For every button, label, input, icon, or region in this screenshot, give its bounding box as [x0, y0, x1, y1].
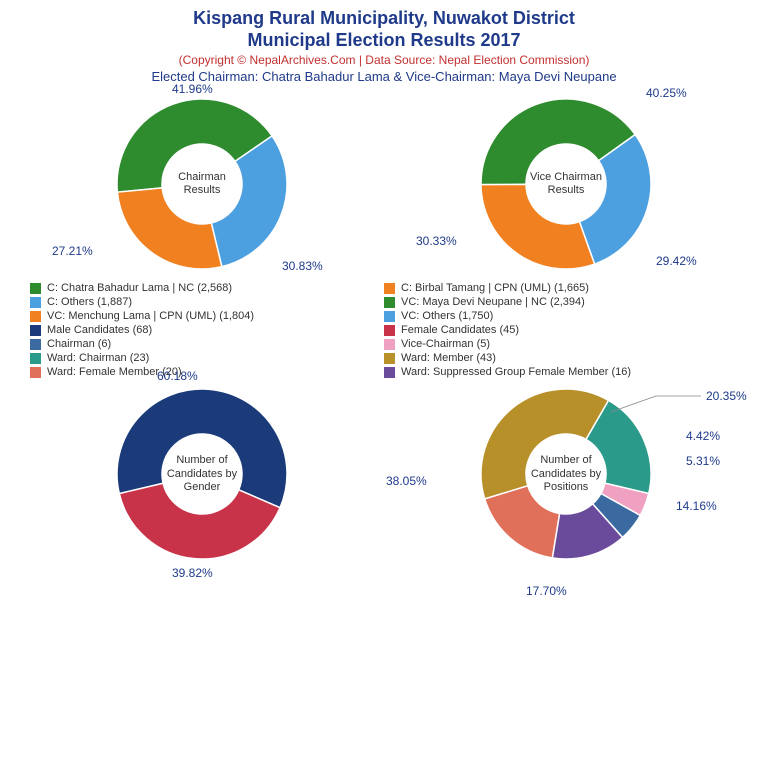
- vice-chairman-chart-wrap: Vice Chairman Results 40.25%29.42%30.33%: [396, 94, 736, 274]
- pct-label: 39.82%: [172, 566, 213, 580]
- legend-right-col: C: Birbal Tamang | CPN (UML) (1,665) VC: …: [384, 280, 738, 380]
- copyright: (Copyright © NepalArchives.Com | Data So…: [0, 53, 768, 67]
- legend-item: Vice-Chairman (5): [384, 338, 738, 350]
- pct-label: 30.33%: [416, 234, 457, 248]
- elected-line: Elected Chairman: Chatra Bahadur Lama & …: [0, 69, 768, 84]
- legend-swatch: [384, 283, 395, 294]
- gender-donut: Number of Candidates by Gender: [112, 384, 292, 564]
- legend-text: Vice-Chairman (5): [401, 338, 490, 350]
- legend-text: Ward: Member (43): [401, 352, 496, 364]
- chairman-chart-wrap: Chairman Results 41.96%30.83%27.21%: [32, 94, 372, 274]
- legend-swatch: [384, 339, 395, 350]
- pct-label: 41.96%: [172, 82, 213, 96]
- legend-left-col: C: Chatra Bahadur Lama | NC (2,568) C: Ot…: [30, 280, 384, 380]
- pct-label: 40.25%: [646, 86, 687, 100]
- legend-text: VC: Menchung Lama | CPN (UML) (1,804): [47, 310, 254, 322]
- legend-swatch: [30, 283, 41, 294]
- positions-donut: Number of Candidates by Positions: [476, 384, 656, 564]
- legend-item: Female Candidates (45): [384, 324, 738, 336]
- legend-item: Ward: Suppressed Group Female Member (16…: [384, 366, 738, 378]
- gender-center-label: Number of Candidates by Gender: [162, 434, 242, 514]
- legend-item: C: Chatra Bahadur Lama | NC (2,568): [30, 282, 384, 294]
- legend-swatch: [384, 297, 395, 308]
- legend-item: C: Others (1,887): [30, 296, 384, 308]
- legend-text: Male Candidates (68): [47, 324, 152, 336]
- chairman-donut: Chairman Results: [112, 94, 292, 274]
- legend-swatch: [384, 325, 395, 336]
- legend-text: C: Others (1,887): [47, 296, 132, 308]
- legend-swatch: [30, 311, 41, 322]
- legend-swatch: [30, 339, 41, 350]
- legend-item: VC: Maya Devi Neupane | NC (2,394): [384, 296, 738, 308]
- legend-item: Male Candidates (68): [30, 324, 384, 336]
- pct-label: 29.42%: [656, 254, 697, 268]
- pct-label: 27.21%: [52, 244, 93, 258]
- pct-label: 14.16%: [676, 499, 717, 513]
- pct-label: 60.18%: [157, 369, 198, 383]
- title-line2: Municipal Election Results 2017: [0, 30, 768, 52]
- legend-item: Ward: Chairman (23): [30, 352, 384, 364]
- legend-item: Chairman (6): [30, 338, 384, 350]
- legend-text: Ward: Chairman (23): [47, 352, 149, 364]
- pct-label: 17.70%: [526, 584, 567, 598]
- legend-swatch: [30, 325, 41, 336]
- legend-item: C: Birbal Tamang | CPN (UML) (1,665): [384, 282, 738, 294]
- legend-item: Ward: Member (43): [384, 352, 738, 364]
- legend-text: Ward: Suppressed Group Female Member (16…: [401, 366, 631, 378]
- legend-swatch: [384, 311, 395, 322]
- legend-swatch: [384, 353, 395, 364]
- positions-chart-wrap: Number of Candidates by Positions 20.35%…: [396, 384, 736, 564]
- vice-chairman-donut: Vice Chairman Results: [476, 94, 656, 274]
- pct-label: 38.05%: [386, 474, 427, 488]
- legend-swatch: [30, 353, 41, 364]
- pct-label: 5.31%: [686, 454, 720, 468]
- legend-item: VC: Others (1,750): [384, 310, 738, 322]
- legend-text: Chairman (6): [47, 338, 111, 350]
- legend-swatch: [30, 367, 41, 378]
- legend-swatch: [30, 297, 41, 308]
- legend-text: Female Candidates (45): [401, 324, 519, 336]
- legend-text: C: Birbal Tamang | CPN (UML) (1,665): [401, 282, 589, 294]
- pct-label: 4.42%: [686, 429, 720, 443]
- legend-text: VC: Others (1,750): [401, 310, 493, 322]
- legend-item: Ward: Female Member (20): [30, 366, 384, 378]
- legend-item: VC: Menchung Lama | CPN (UML) (1,804): [30, 310, 384, 322]
- legend: C: Chatra Bahadur Lama | NC (2,568) C: Ot…: [0, 274, 768, 384]
- pct-label: 30.83%: [282, 259, 323, 273]
- vice-chairman-center-label: Vice Chairman Results: [526, 144, 606, 224]
- legend-swatch: [384, 367, 395, 378]
- pct-label: 20.35%: [706, 389, 747, 403]
- legend-text: C: Chatra Bahadur Lama | NC (2,568): [47, 282, 232, 294]
- gender-chart-wrap: Number of Candidates by Gender 60.18%39.…: [32, 384, 372, 564]
- title-line1: Kispang Rural Municipality, Nuwakot Dist…: [0, 8, 768, 30]
- positions-center-label: Number of Candidates by Positions: [526, 434, 606, 514]
- header: Kispang Rural Municipality, Nuwakot Dist…: [0, 0, 768, 86]
- top-charts-row: Chairman Results 41.96%30.83%27.21% Vice…: [0, 94, 768, 274]
- legend-text: VC: Maya Devi Neupane | NC (2,394): [401, 296, 585, 308]
- chairman-center-label: Chairman Results: [162, 144, 242, 224]
- bottom-charts-row: Number of Candidates by Gender 60.18%39.…: [0, 384, 768, 564]
